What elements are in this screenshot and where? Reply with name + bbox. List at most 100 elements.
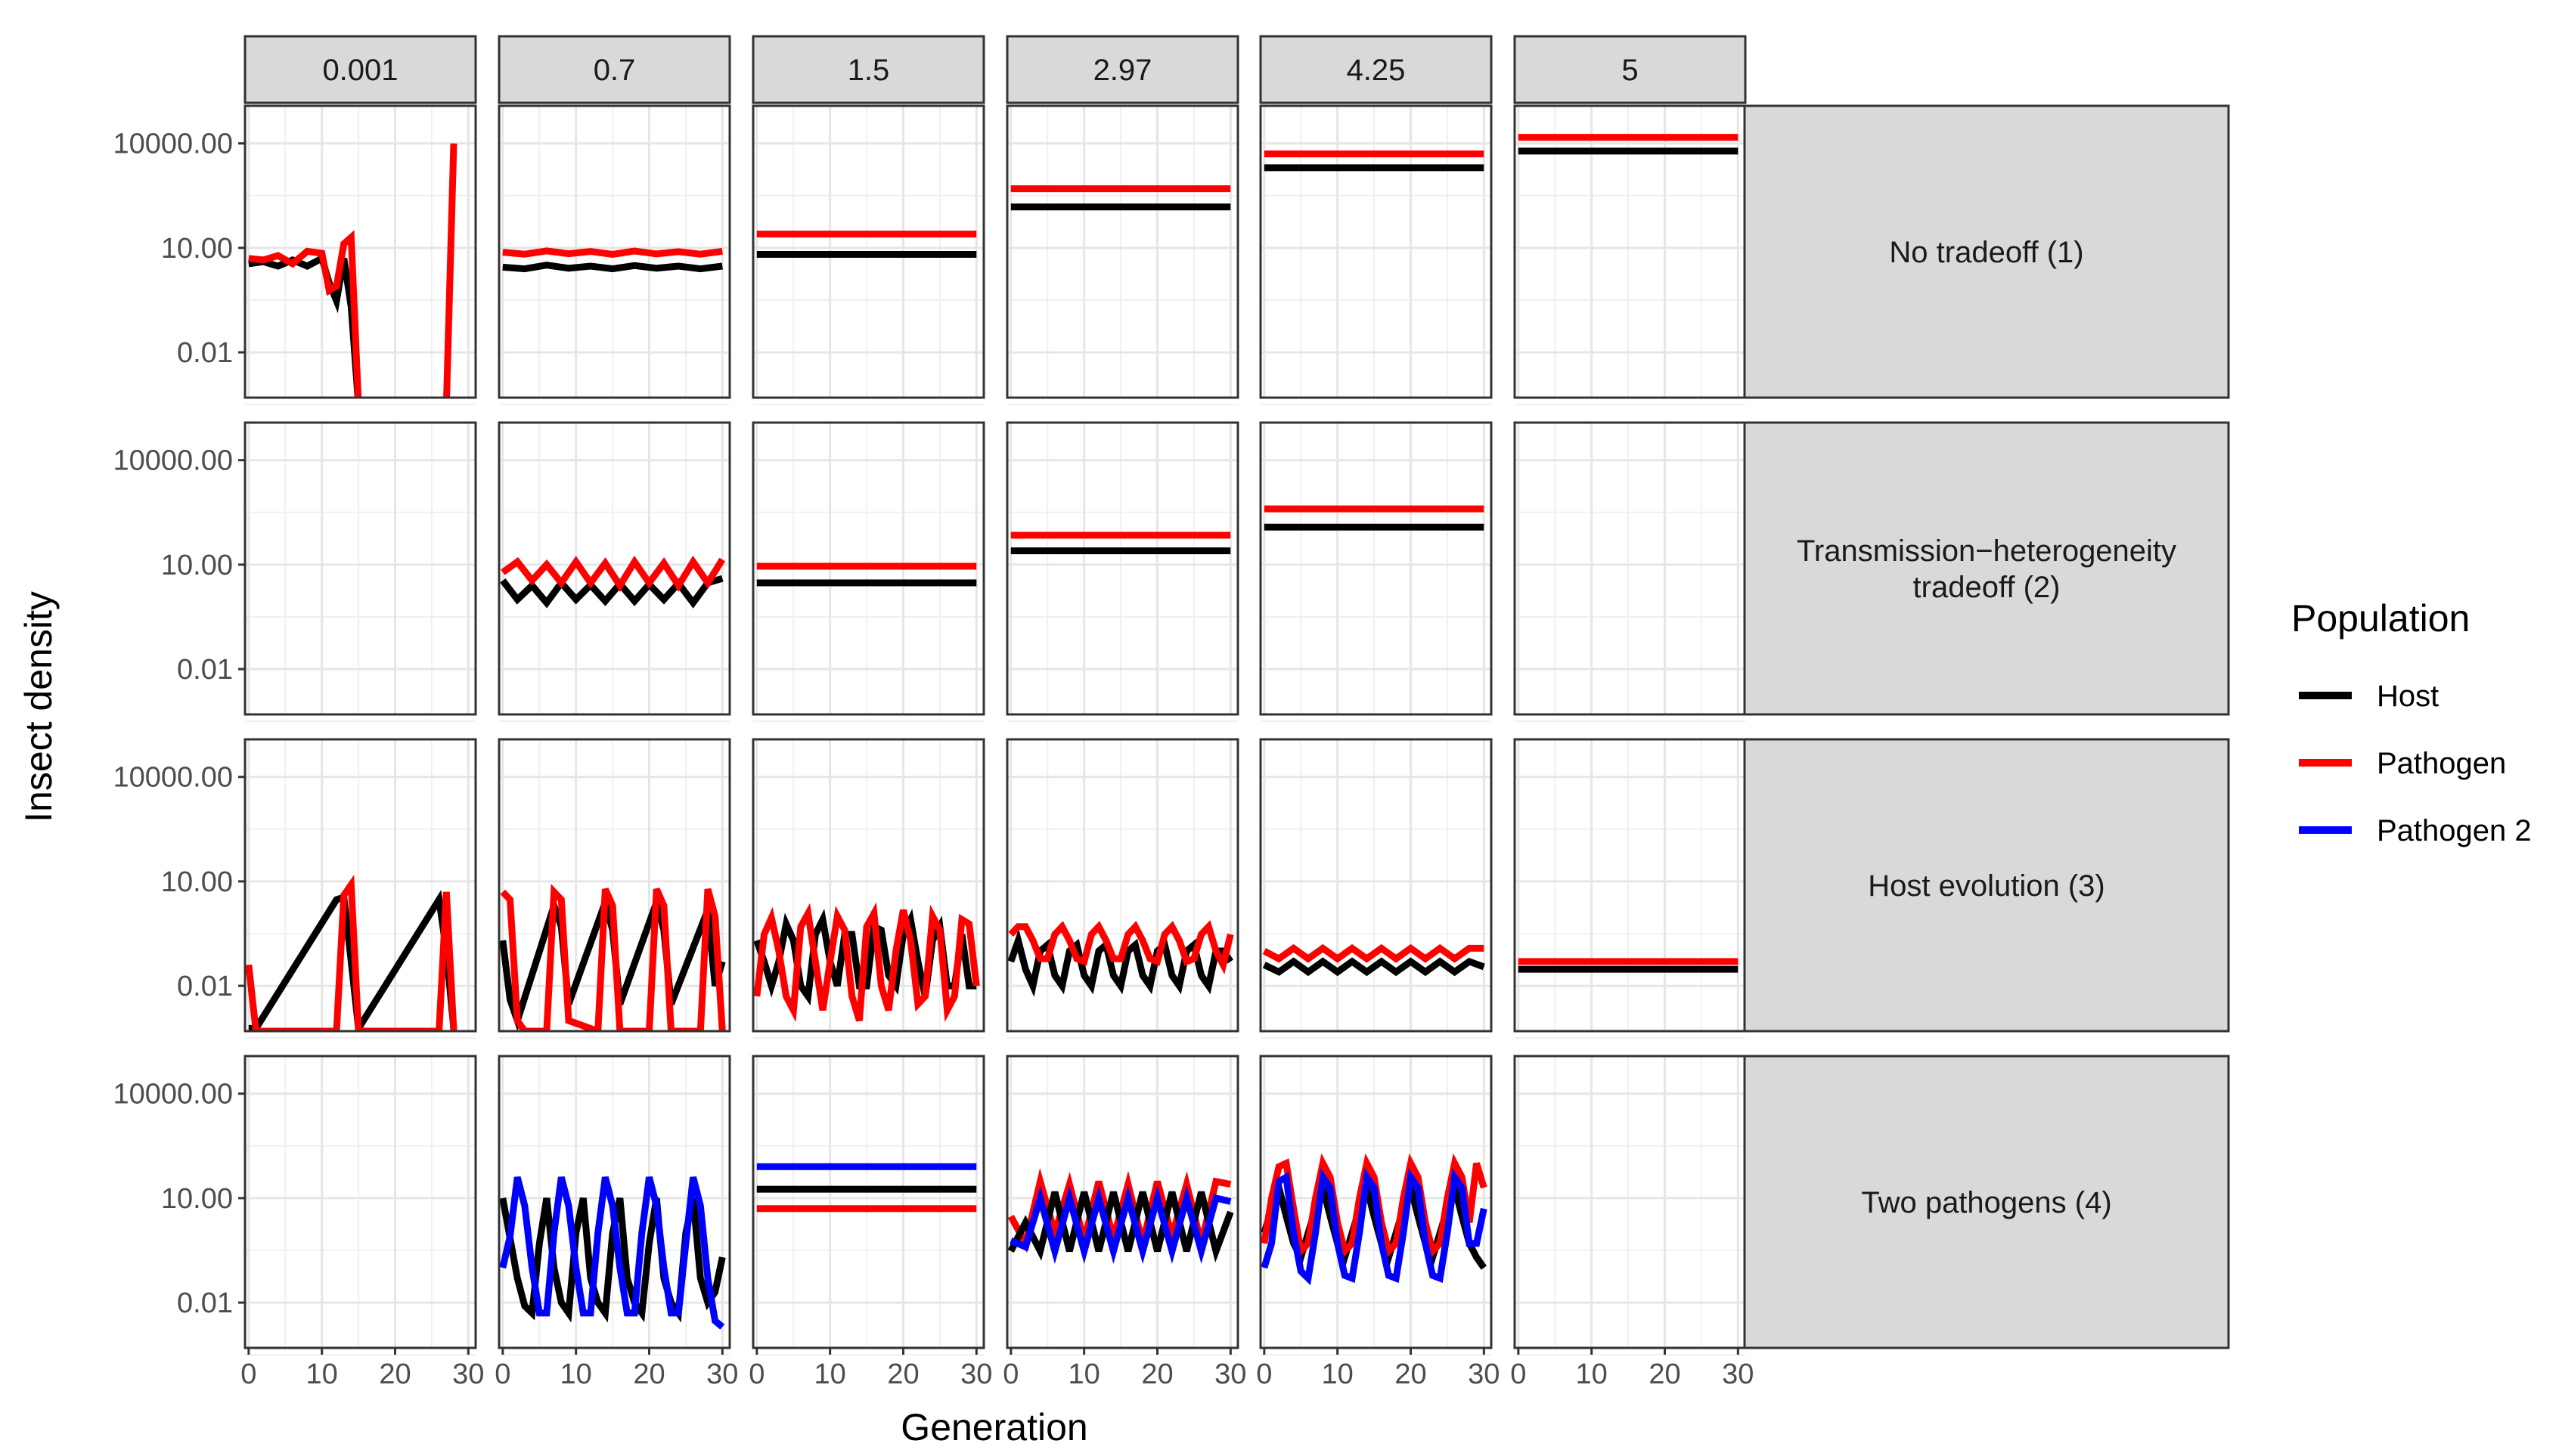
series-line-host	[1007, 928, 1233, 997]
x-tick-label: 20	[1394, 1358, 1426, 1390]
y-tick-label: 10.00	[161, 866, 233, 898]
legend-item-host: Host	[2299, 680, 2439, 713]
series-group	[1007, 920, 1234, 997]
series-group	[502, 247, 723, 273]
series-group	[500, 555, 726, 609]
x-tick-label: 10	[560, 1358, 592, 1390]
panel-background	[1515, 739, 1745, 1031]
series-line-pathogen	[245, 875, 458, 1031]
column-strip-1: 0.001	[243, 35, 477, 104]
series-group	[1518, 958, 1738, 973]
series-group	[499, 1176, 726, 1330]
y-tick-label: 10000.00	[113, 445, 234, 477]
x-tick-label: 30	[706, 1358, 738, 1390]
panel-border	[498, 738, 731, 1033]
y-tick-label: 10.00	[161, 233, 233, 265]
panel-r1-c5	[1259, 104, 1493, 406]
series-line-pathogen-2	[499, 1176, 725, 1330]
x-tick-label: 0	[1003, 1358, 1019, 1390]
y-tick-label: 0.01	[177, 654, 233, 686]
x-tick-label: 20	[887, 1358, 919, 1390]
column-strip-label: 0.001	[322, 54, 398, 87]
panel-background	[245, 1056, 476, 1348]
panel-background	[245, 106, 476, 398]
panel-background	[1261, 423, 1491, 714]
series-line-host	[500, 575, 724, 609]
series-group	[1264, 505, 1484, 531]
panel-r4-c6	[1513, 1055, 1747, 1356]
panel-r3-c3	[752, 738, 985, 1039]
panel-background	[245, 423, 476, 714]
y-tick-label: 10000.00	[113, 762, 234, 794]
x-tick-label: 20	[1649, 1358, 1680, 1390]
panel-border	[1259, 1055, 1493, 1349]
row-strip-label: Two pathogens (4)	[1861, 1186, 2111, 1219]
x-tick-label: 30	[1468, 1358, 1500, 1390]
series-group	[1007, 1168, 1234, 1264]
panel-background	[1261, 739, 1491, 1031]
series-line-pathogen	[1261, 1153, 1487, 1259]
y-tick-label: 10.00	[161, 1183, 233, 1215]
panel-border	[243, 1055, 477, 1349]
x-tick-label: 20	[379, 1358, 411, 1390]
row-strip-label: Host evolution (3)	[1868, 869, 2104, 903]
x-tick-label: 0	[1256, 1358, 1272, 1390]
panel-border	[1259, 421, 1493, 716]
panel-r3-c1	[243, 738, 477, 1039]
panel-border	[752, 738, 985, 1033]
strip-background	[243, 35, 477, 104]
series-line-pathogen	[1262, 943, 1484, 963]
series-group	[499, 884, 726, 1031]
panel-r2-c2	[498, 421, 731, 723]
panel-border	[243, 421, 477, 716]
x-tick-label: 10	[1322, 1358, 1354, 1390]
series-line-host	[1262, 957, 1485, 977]
x-tick-label: 10	[814, 1358, 846, 1390]
strip-background	[1259, 35, 1493, 104]
panel-background	[1007, 423, 1238, 714]
x-tick-label: 30	[452, 1358, 484, 1390]
row-strip-4: Two pathogens (4)	[1743, 1055, 2230, 1349]
x-tick-label: 10	[1576, 1358, 1608, 1390]
series-line-pathogen	[501, 555, 726, 592]
strip-background	[1513, 35, 1747, 104]
axes: 0.01 10.00 10000.00 0.01 10.00 10000.00 0.01 10…	[113, 129, 1754, 1390]
series-line-pathogen-2	[1261, 1168, 1487, 1286]
column-strip-label: 5	[1621, 54, 1638, 87]
x-tick-label: 10	[306, 1358, 338, 1390]
y-tick-label: 10000.00	[113, 1079, 234, 1111]
strip-background	[1743, 104, 2230, 399]
panel-r3-c2	[498, 738, 731, 1039]
column-strip-3: 1.5	[752, 35, 985, 104]
panel-r4-c5	[1259, 1055, 1493, 1356]
x-tick-label: 10	[1069, 1358, 1100, 1390]
panel-r1-c1	[243, 104, 477, 406]
legend-label: Host	[2377, 680, 2439, 713]
series-group	[1262, 943, 1485, 977]
panel-border	[243, 104, 477, 399]
panel-border	[1006, 104, 1239, 399]
series-group	[753, 902, 980, 1022]
series-group	[1264, 150, 1484, 172]
panel-background	[1261, 106, 1491, 398]
panel-r2-c1	[243, 421, 477, 723]
y-tick-label: 10000.00	[113, 129, 234, 160]
series-group	[245, 875, 458, 1031]
panel-border	[498, 1055, 731, 1349]
panel-background	[1515, 1056, 1745, 1348]
panel-grid: 0.001 0.7 1.5 2.97 4.25 5 No tradeoff (1) Trans…	[243, 35, 2230, 1356]
y-tick-label: 0.01	[177, 971, 233, 1002]
column-strip-label: 4.25	[1347, 54, 1406, 87]
legend-item-pathogen-2: Pathogen 2	[2299, 814, 2532, 847]
x-tick-label: 30	[1214, 1358, 1246, 1390]
series-group	[1518, 134, 1738, 155]
y-tick-label: 0.01	[177, 337, 233, 369]
column-strip-2: 0.7	[498, 35, 731, 104]
x-tick-label: 0	[749, 1358, 765, 1390]
panel-background	[753, 1056, 984, 1348]
panel-r1-c2	[498, 104, 731, 406]
series-group	[756, 231, 977, 258]
panel-r2-c3	[752, 421, 985, 723]
strip-background	[1743, 738, 2230, 1033]
